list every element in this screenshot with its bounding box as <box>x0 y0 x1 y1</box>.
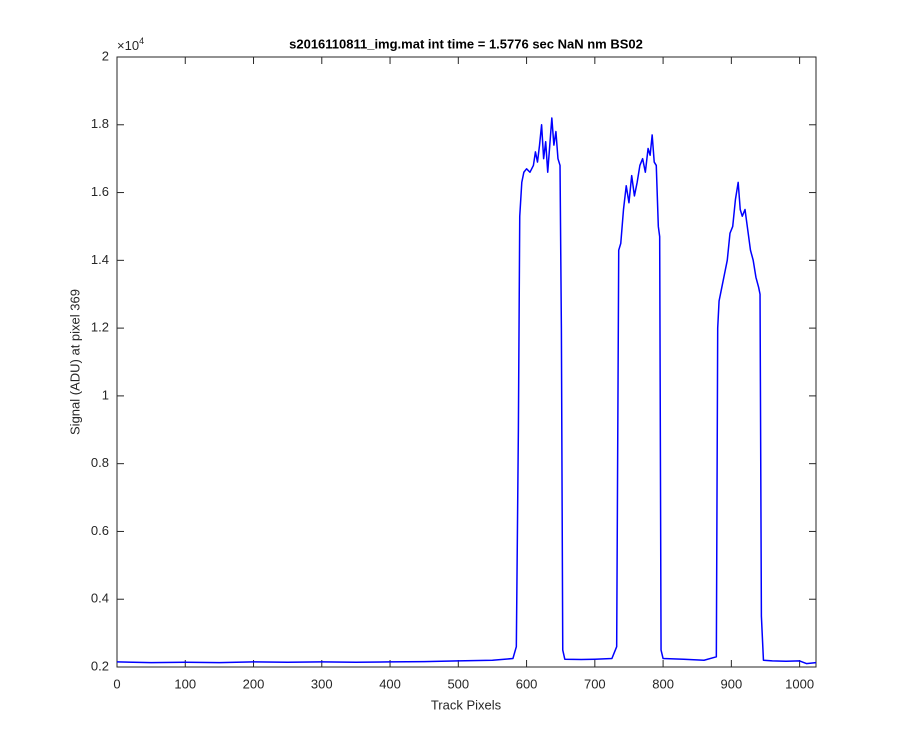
x-tick-label: 700 <box>584 676 606 691</box>
x-tick-label: 600 <box>516 676 538 691</box>
y-tick-label: 1.8 <box>91 116 109 131</box>
x-tick-label: 200 <box>243 676 265 691</box>
x-tick-label: 0 <box>113 676 120 691</box>
axes-box <box>116 56 817 668</box>
y-tick-label: 1 <box>102 387 109 402</box>
x-tick-label: 300 <box>311 676 333 691</box>
y-tick-label: 0.4 <box>91 591 109 606</box>
x-tick-label: 900 <box>721 676 743 691</box>
y-multiplier: ×104 <box>117 36 144 53</box>
data-line <box>116 117 817 665</box>
y-multiplier-base: ×10 <box>117 38 139 53</box>
x-tick-label: 400 <box>379 676 401 691</box>
chart-title: s2016110811_img.mat int time = 1.5776 se… <box>289 36 643 51</box>
y-axis-label: Signal (ADU) at pixel 369 <box>67 289 82 435</box>
y-tick-label: 0.2 <box>91 658 109 673</box>
y-tick-label: 2 <box>102 48 109 63</box>
y-tick-label: 0.8 <box>91 455 109 470</box>
x-axis-label: Track Pixels <box>431 697 502 712</box>
y-tick-label: 1.6 <box>91 184 109 199</box>
y-tick-label: 1.2 <box>91 320 109 335</box>
y-tick-label: 0.6 <box>91 523 109 538</box>
y-tick-label: 1.4 <box>91 252 109 267</box>
x-tick-label: 1000 <box>785 676 814 691</box>
x-tick-label: 500 <box>447 676 469 691</box>
x-tick-label: 800 <box>652 676 674 691</box>
y-exponent: 4 <box>139 36 144 46</box>
x-tick-label: 100 <box>174 676 196 691</box>
